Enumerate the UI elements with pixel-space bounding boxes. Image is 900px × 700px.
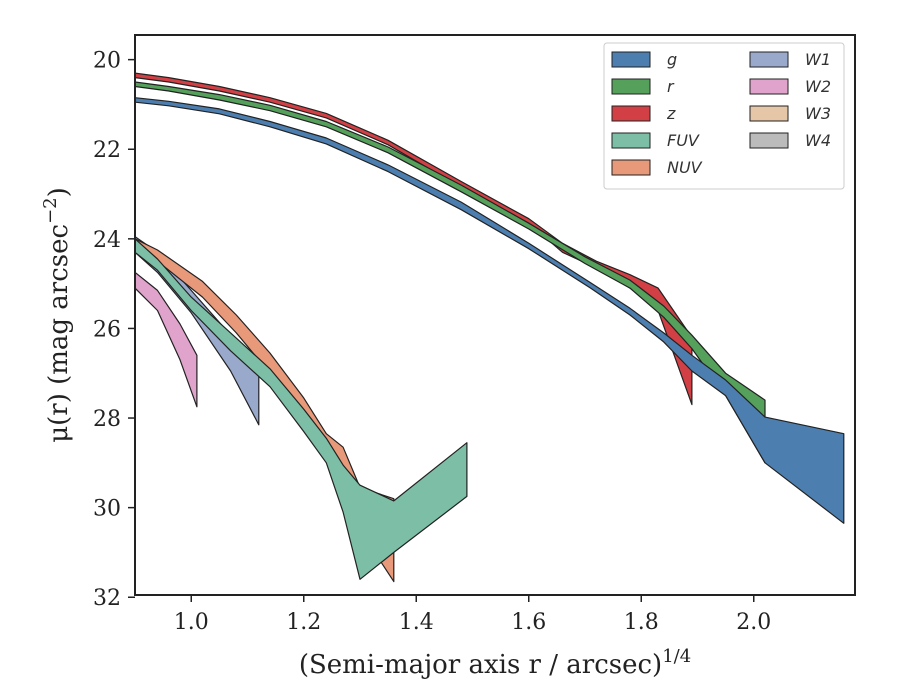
band-nuv <box>135 238 395 583</box>
y-tick-label: 24 <box>93 228 121 253</box>
legend-label-w2: W2 <box>805 77 831 96</box>
legend-swatch-w2 <box>749 78 789 95</box>
legend-swatch-w3 <box>749 105 789 122</box>
legend-label-z: z <box>666 104 676 123</box>
x-tick-label: 1.8 <box>624 610 659 635</box>
legend-label-nuv: NUV <box>667 158 703 177</box>
band-w2 <box>135 271 198 408</box>
legend-label-w3: W3 <box>805 104 831 123</box>
x-tick-label: 1.2 <box>286 610 321 635</box>
legend-swatch-z <box>611 105 651 122</box>
x-tick-label: 1.0 <box>174 610 209 635</box>
y-axis-label: μ(r) (mag arcsec−2) <box>40 187 74 443</box>
legend: grz FUV NUV W1 W2 W3 W4 <box>603 42 845 190</box>
y-tick-label: 20 <box>93 49 121 74</box>
y-axis-label-exponent: −2 <box>40 197 61 224</box>
band-layer <box>135 72 845 583</box>
legend-label-fuv: FUV <box>667 131 700 150</box>
x-axis-label-text: (Semi-major axis r / arcsec) <box>299 650 662 680</box>
y-axis-label-close: ) <box>44 187 74 197</box>
legend-swatch-nuv <box>611 159 651 176</box>
x-tick-label: 2.0 <box>736 610 771 635</box>
x-tick-label: 1.6 <box>511 610 546 635</box>
y-tick-label: 26 <box>93 317 121 342</box>
legend-label-g: g <box>667 50 677 69</box>
legend-label-r: r <box>667 77 675 96</box>
y-tick-label: 28 <box>93 407 121 432</box>
plot-frame <box>134 34 856 596</box>
y-tick-label: 30 <box>93 497 121 522</box>
legend-swatch-g <box>611 51 651 68</box>
legend-label-w4: W4 <box>805 131 831 150</box>
x-axis: 1.0 1.2 1.4 1.6 1.8 2.0 <box>174 595 771 635</box>
x-axis-label-exponent: 1/4 <box>662 646 691 667</box>
band-z <box>135 72 693 406</box>
x-tick-label: 1.4 <box>399 610 434 635</box>
y-axis-label-text: μ(r) (mag arcsec <box>44 224 74 443</box>
legend-swatch-w1 <box>749 51 789 68</box>
legend-swatch-w4 <box>749 132 789 149</box>
y-tick-label: 22 <box>93 138 121 163</box>
legend-swatch-fuv <box>611 132 651 149</box>
legend-label-w1: W1 <box>805 50 831 69</box>
y-axis: 20 22 24 26 28 30 32 <box>93 49 135 611</box>
y-tick-label: 32 <box>93 586 121 611</box>
x-axis-label: (Semi-major axis r / arcsec)1/4 <box>299 646 691 680</box>
legend-swatch-r <box>611 78 651 95</box>
band-fuv <box>135 238 468 580</box>
band-g <box>135 97 845 524</box>
